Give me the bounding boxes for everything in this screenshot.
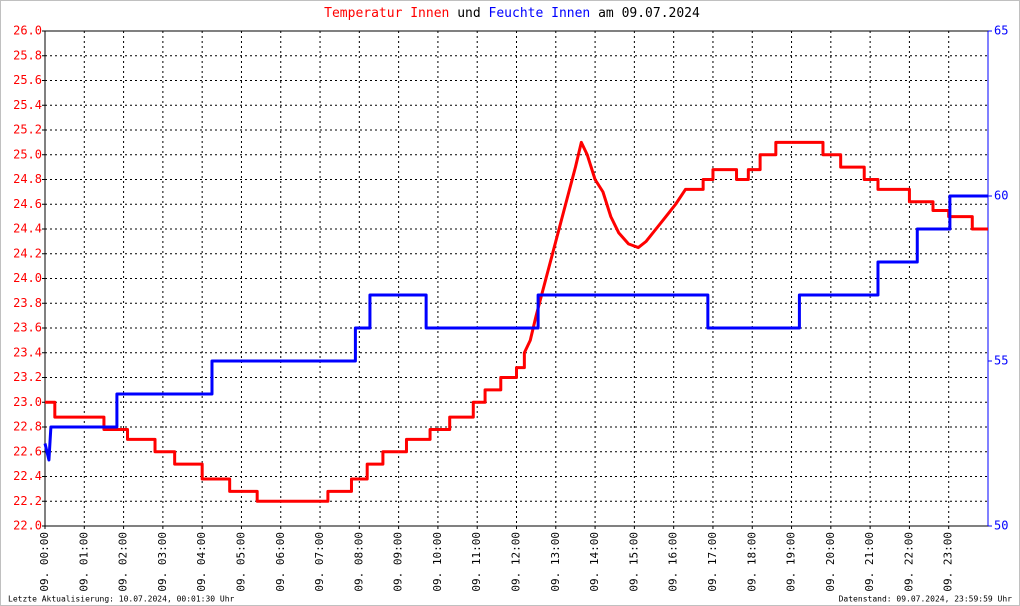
x-tick-label: 09. 18:00 bbox=[745, 532, 758, 592]
y2-tick-label: 55 bbox=[994, 354, 1008, 368]
y-tick-label: 24.0 bbox=[13, 271, 42, 285]
x-tick-label: 09. 08:00 bbox=[352, 532, 365, 592]
x-tick-label: 09. 03:00 bbox=[156, 532, 169, 592]
y-tick-label: 25.0 bbox=[13, 147, 42, 161]
y-tick-label: 25.4 bbox=[13, 98, 42, 112]
x-tick-label: 09. 01:00 bbox=[77, 532, 90, 592]
y-tick-label: 23.4 bbox=[13, 345, 42, 359]
y-tick-label: 24.2 bbox=[13, 246, 42, 260]
y2-tick-label: 65 bbox=[994, 24, 1008, 38]
y-tick-label: 23.2 bbox=[13, 370, 42, 384]
x-tick-label: 09. 06:00 bbox=[274, 532, 287, 592]
y-tick-label: 24.4 bbox=[13, 222, 42, 236]
y-tick-label: 22.4 bbox=[13, 469, 42, 483]
x-tick-label: 09. 09:00 bbox=[392, 532, 405, 592]
title-date: am 09.07.2024 bbox=[598, 6, 700, 21]
x-tick-label: 09. 04:00 bbox=[195, 532, 208, 592]
x-tick-label: 09. 23:00 bbox=[942, 532, 955, 592]
footer-right: Datenstand: 09.07.2024, 23:59:59 Uhr bbox=[839, 595, 1013, 604]
y-tick-label: 23.6 bbox=[13, 321, 42, 335]
y-tick-label: 24.6 bbox=[13, 197, 42, 211]
x-tick-label: 09. 20:00 bbox=[824, 532, 837, 592]
title-series-1: Temperatur Innen bbox=[324, 6, 449, 21]
x-tick-label: 09. 21:00 bbox=[863, 532, 876, 592]
x-tick-label: 09. 05:00 bbox=[234, 532, 247, 592]
y-tick-label: 25.8 bbox=[13, 48, 42, 62]
footer-left: Letzte Aktualisierung: 10.07.2024, 00:01… bbox=[8, 595, 235, 604]
x-tick-label: 09. 16:00 bbox=[667, 532, 680, 592]
data-line bbox=[43, 194, 988, 462]
y-tick-label: 23.8 bbox=[13, 296, 42, 310]
y-tick-label: 22.0 bbox=[13, 519, 42, 533]
data-line bbox=[45, 140, 988, 503]
y-tick-label: 23.0 bbox=[13, 395, 42, 409]
y-tick-label: 24.8 bbox=[13, 172, 42, 186]
y-tick-label: 26.0 bbox=[13, 24, 42, 38]
x-tick-label: 09. 12:00 bbox=[510, 532, 523, 592]
chart-title: Temperatur Innen und Feuchte Innen am 09… bbox=[324, 6, 700, 21]
title-series-2: Feuchte Innen bbox=[489, 6, 591, 21]
x-tick-label: 09. 07:00 bbox=[313, 532, 326, 592]
x-tick-label: 09. 11:00 bbox=[470, 532, 483, 592]
y-tick-label: 22.8 bbox=[13, 420, 42, 434]
x-tick-label: 09. 22:00 bbox=[902, 532, 915, 592]
x-tick-label: 09. 14:00 bbox=[588, 532, 601, 592]
y2-tick-label: 60 bbox=[994, 189, 1008, 203]
y2-tick-label: 50 bbox=[994, 519, 1008, 533]
y-tick-label: 25.6 bbox=[13, 73, 42, 87]
title-connector: und bbox=[457, 6, 480, 21]
y-tick-label: 22.6 bbox=[13, 444, 42, 458]
x-tick-label: 09. 19:00 bbox=[785, 532, 798, 592]
y-tick-label: 25.2 bbox=[13, 123, 42, 137]
x-tick-label: 09. 13:00 bbox=[549, 532, 562, 592]
x-tick-label: 09. 10:00 bbox=[431, 532, 444, 592]
x-tick-label: 09. 02:00 bbox=[117, 532, 130, 592]
x-tick-label: 09. 17:00 bbox=[706, 532, 719, 592]
x-tick-label: 09. 15:00 bbox=[627, 532, 640, 592]
y-tick-label: 22.2 bbox=[13, 494, 42, 508]
x-tick-label: 09. 00:00 bbox=[38, 532, 51, 592]
